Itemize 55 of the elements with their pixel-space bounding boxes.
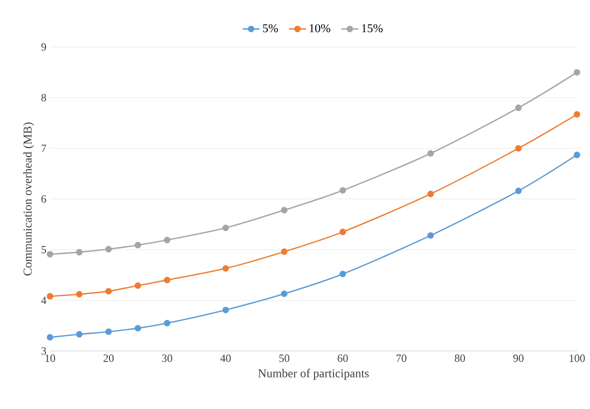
point — [105, 246, 112, 252]
point — [76, 331, 83, 338]
x-tick-label: 50 — [279, 354, 290, 362]
x-axis-title: Number of participants — [258, 368, 369, 380]
point — [340, 270, 346, 278]
point — [46, 334, 54, 341]
point — [427, 232, 434, 239]
y-tick-label: 5 — [42, 246, 46, 254]
point — [427, 150, 434, 157]
point — [340, 187, 346, 194]
y-tick-label: 3 — [42, 347, 46, 355]
x-tick-label: 60 — [338, 354, 348, 362]
point — [574, 69, 580, 76]
y-axis-title: Communication overhead (MB) — [23, 122, 34, 276]
point — [222, 265, 229, 272]
point — [105, 288, 112, 294]
point — [340, 228, 346, 236]
x-tick-label: 70 — [396, 354, 406, 362]
point — [46, 293, 54, 300]
x-tick-label: 100 — [570, 354, 585, 362]
point — [574, 111, 580, 118]
point — [280, 290, 288, 297]
point — [164, 236, 170, 244]
point — [515, 145, 522, 152]
point — [280, 206, 288, 214]
point — [222, 306, 229, 314]
y-tick-label: 8 — [41, 94, 46, 102]
x-tick-label: 10 — [45, 354, 56, 362]
x-tick-label: 30 — [162, 354, 172, 362]
point — [76, 290, 83, 298]
point — [134, 282, 142, 289]
y-tick-label: 6 — [41, 195, 46, 203]
point — [280, 248, 288, 255]
x-tick-label: 80 — [454, 354, 465, 362]
point — [134, 242, 142, 248]
y-tick-label: 9 — [41, 43, 46, 51]
point — [46, 250, 54, 258]
point — [134, 324, 142, 332]
legend-label: 15% — [362, 24, 383, 32]
point — [164, 276, 170, 284]
point — [105, 328, 112, 335]
point — [222, 224, 229, 232]
point — [164, 320, 170, 326]
legend-label: 10% — [310, 24, 330, 32]
x-tick-label: 90 — [513, 354, 524, 362]
point — [427, 190, 434, 198]
point — [515, 104, 522, 112]
point — [515, 188, 522, 194]
x-tick-label: 20 — [104, 354, 114, 362]
legend-label: 5% — [263, 24, 278, 32]
point — [76, 248, 83, 256]
x-tick-label: 40 — [220, 354, 231, 362]
y-tick-label: 7 — [42, 144, 46, 152]
y-tick-label: 4 — [41, 296, 46, 304]
point — [574, 152, 580, 158]
